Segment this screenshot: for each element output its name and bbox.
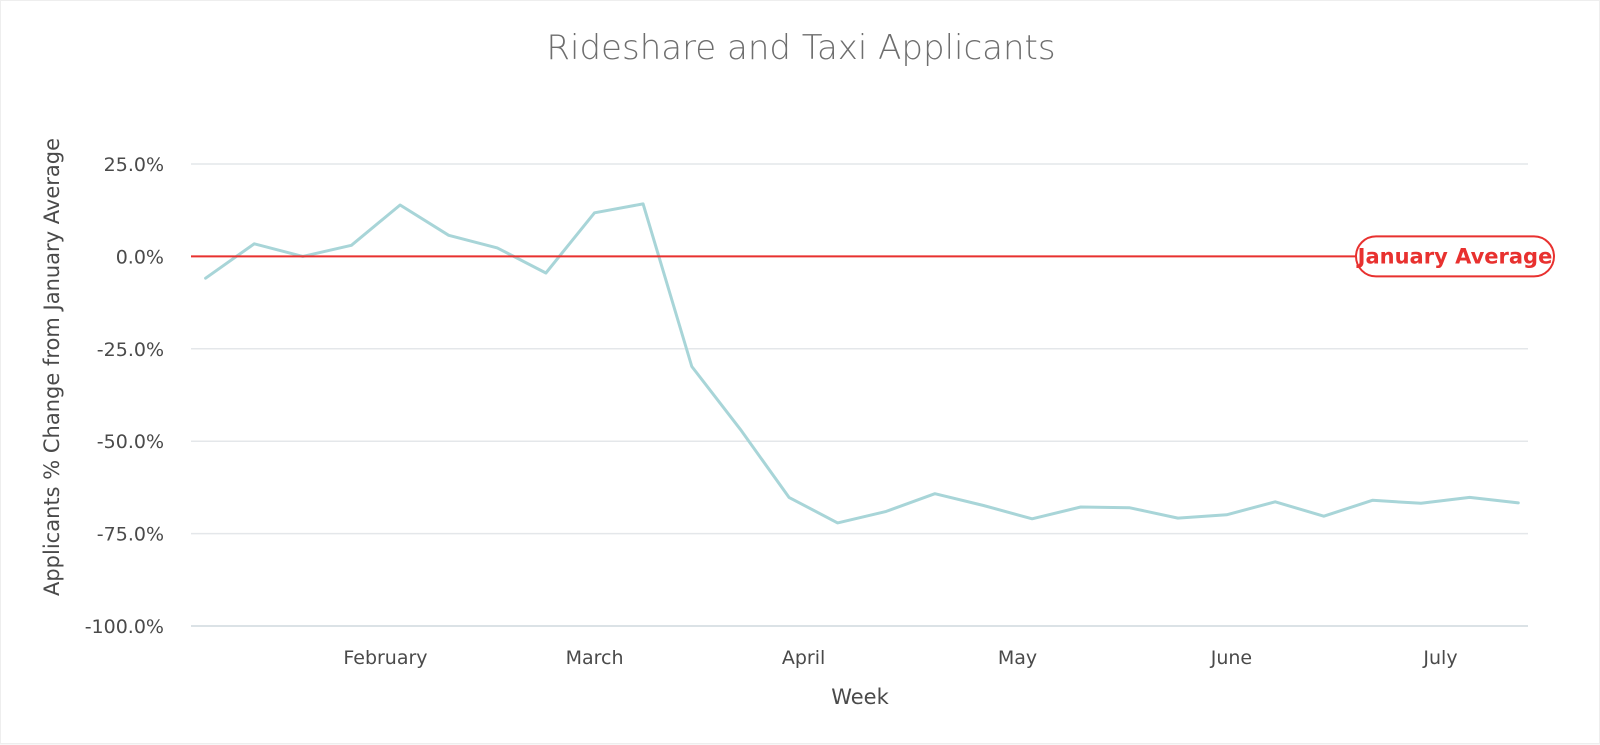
x-tick-label: February — [343, 647, 427, 669]
y-tick-label: -75.0% — [97, 524, 164, 546]
x-axis-ticks: February March April May June July — [343, 647, 1457, 669]
series-group — [204, 202, 1520, 525]
y-tick-label: -25.0% — [97, 339, 164, 361]
y-axis-title: Applicants % Change from January Average — [40, 138, 64, 596]
reference-label: January Average — [1356, 244, 1553, 268]
y-tick-label: 0.0% — [116, 246, 164, 268]
series-line — [204, 202, 1520, 525]
x-tick-label: March — [566, 647, 624, 669]
y-tick-label: -50.0% — [97, 431, 164, 453]
reference-line-group: January Average — [191, 235, 1555, 278]
x-axis-title: Week — [831, 685, 889, 709]
gridlines — [191, 163, 1528, 627]
x-tick-label: July — [1422, 647, 1457, 669]
x-tick-label: May — [998, 647, 1037, 669]
x-tick-label: June — [1210, 647, 1252, 669]
x-tick-label: April — [782, 647, 825, 669]
chart-title: Rideshare and Taxi Applicants — [546, 28, 1055, 68]
y-axis-ticks: 25.0% 0.0% -25.0% -50.0% -75.0% -100.0% — [85, 154, 164, 638]
y-tick-label: -100.0% — [85, 616, 164, 638]
y-tick-label: 25.0% — [104, 154, 164, 176]
reference-label-box — [1355, 235, 1555, 278]
